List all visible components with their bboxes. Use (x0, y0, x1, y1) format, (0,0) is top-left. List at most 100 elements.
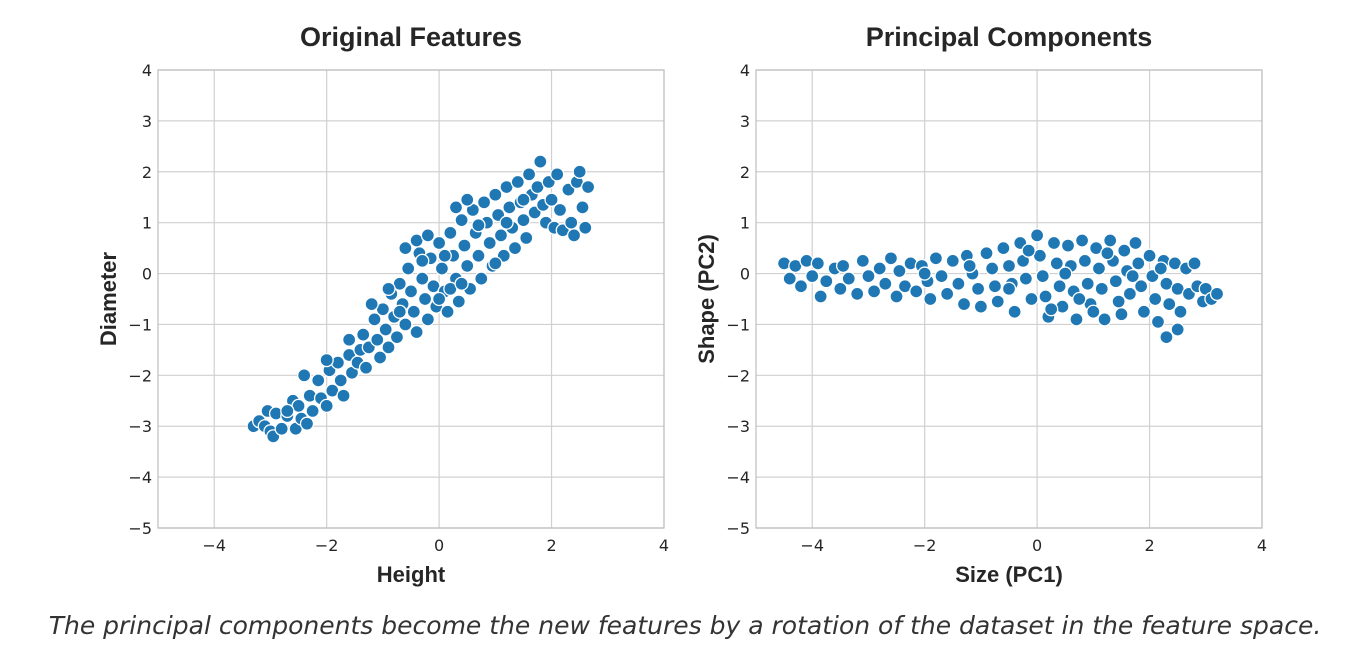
y-tick-label: −1 (128, 315, 152, 334)
x-tick-label: −2 (913, 536, 937, 555)
scatter-point (336, 388, 351, 403)
scatter-point (274, 421, 289, 436)
scatter-point (482, 235, 497, 251)
scatter-point (1209, 286, 1225, 302)
scatter-point (564, 215, 579, 230)
scatter-point (378, 322, 393, 337)
scatter-point (1091, 261, 1107, 276)
scatter-point (892, 263, 907, 279)
scatter-point (370, 332, 385, 347)
scatter-point (850, 286, 865, 302)
scatter-point (1001, 281, 1017, 296)
scatter-point (940, 286, 955, 302)
scatter-point (398, 240, 413, 256)
scatter-point (437, 248, 452, 263)
scatter-point (342, 332, 357, 347)
x-axis-label: Size (PC1) (955, 562, 1063, 587)
scatter-point (431, 235, 447, 251)
scatter-point (474, 271, 489, 286)
x-tick-label: 2 (546, 536, 556, 555)
x-tick-label: −4 (800, 536, 824, 555)
y-tick-label: −2 (128, 366, 152, 385)
scatter-point (945, 253, 960, 268)
scatter-point (1153, 261, 1168, 276)
scatter-point (835, 258, 851, 274)
scatter-point (889, 289, 904, 304)
scatter-point (1001, 258, 1017, 274)
scatter-point (1038, 289, 1053, 304)
scatter-point (499, 215, 514, 230)
scatter-point (805, 268, 820, 284)
scatter-point (420, 228, 436, 243)
chart-title: Original Features (300, 22, 522, 52)
scatter-point (1133, 279, 1149, 294)
scatter-point (970, 281, 986, 296)
x-axis-label: Height (377, 562, 446, 587)
scatter-point (1142, 248, 1157, 263)
scatter-point (1052, 279, 1067, 294)
chart-original-features: −4 −2 0 2 4 −5 −4 −3 −2 −1 0 1 2 3 4 Original Features… (96, 22, 669, 587)
scatter-point (951, 276, 966, 291)
scatter-point (973, 299, 989, 314)
scatter-point (782, 271, 797, 286)
scatter-point (990, 294, 1005, 309)
scatter-point (1024, 291, 1039, 307)
y-tick-label: 2 (740, 163, 750, 182)
scatter-point (471, 248, 486, 263)
scatter-point (1094, 281, 1109, 296)
scatter-point (417, 291, 433, 307)
scatter-point (510, 174, 525, 190)
y-tick-label: 4 (740, 61, 750, 80)
scatter-point (333, 373, 348, 388)
figure: −4 −2 0 2 4 −5 −4 −3 −2 −1 0 1 2 3 4 Original Features… (96, 22, 1267, 587)
figure-caption: The principal components become the new … (48, 611, 1322, 640)
scatter-point (319, 398, 334, 414)
y-tick-label: 3 (142, 112, 152, 131)
chart-title: Principal Components (866, 22, 1153, 52)
scatter-point (519, 230, 534, 246)
scatter-point (810, 256, 825, 271)
y-axis-label: Diameter (96, 251, 121, 346)
scatter-point (356, 327, 371, 342)
scatter-point (299, 416, 315, 431)
scatter-point (372, 350, 388, 365)
scatter-point (488, 187, 503, 202)
scatter-point (451, 294, 466, 309)
scatter-point (1049, 256, 1064, 271)
scatter-point (1111, 294, 1126, 309)
scatter-point (544, 192, 559, 207)
scatter-point (909, 284, 924, 299)
scatter-point (917, 266, 932, 281)
scatter-point (1060, 238, 1076, 253)
scatter-point (319, 352, 334, 368)
scatter-point (578, 220, 593, 235)
y-tick-label: −1 (726, 315, 750, 334)
chart-principal-components: −4 −2 0 2 4 −5 −4 −3 −2 −1 0 1 2 3 4 Principal Compone… (694, 22, 1267, 587)
scatter-point (420, 312, 436, 327)
scatter-point (1187, 256, 1202, 271)
scatter-point (381, 281, 396, 296)
scatter-point (1173, 304, 1188, 319)
y-tick-label: −4 (726, 468, 750, 487)
scatter-point (401, 261, 416, 276)
scatter-point (406, 304, 421, 319)
scatter-point (580, 179, 596, 195)
scatter-point (516, 192, 531, 207)
scatter-point (1097, 312, 1112, 327)
scatter-point (572, 164, 587, 179)
scatter-point (866, 284, 882, 299)
scatter-point (507, 240, 523, 256)
scatter-point (928, 251, 944, 266)
scatter-point (389, 330, 405, 345)
y-tick-label: 0 (142, 265, 152, 284)
scatter-point (979, 246, 994, 261)
x-tick-label: −4 (202, 536, 226, 555)
scatter-point (381, 340, 396, 355)
scatter-point (311, 373, 326, 388)
scatter-point (1136, 304, 1152, 319)
scatter-point (398, 317, 413, 332)
scatter-point (1170, 322, 1185, 337)
scatter-point (358, 360, 374, 375)
scatter-point (855, 253, 870, 268)
y-tick-label: −3 (128, 417, 152, 436)
